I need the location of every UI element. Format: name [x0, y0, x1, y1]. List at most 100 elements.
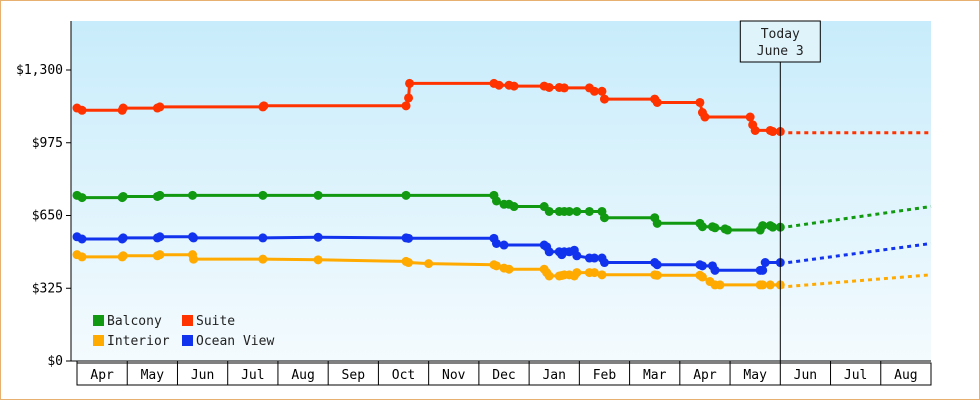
data-point: [758, 221, 768, 231]
legend-swatch: [182, 315, 193, 326]
month-label: Mar: [643, 368, 667, 383]
data-point: [155, 250, 165, 260]
legend-label: Interior: [107, 334, 170, 349]
data-point: [652, 270, 662, 280]
data-point: [589, 86, 599, 96]
data-point: [652, 260, 662, 270]
data-point: [599, 258, 609, 268]
data-point: [544, 271, 554, 281]
legend-label: Ocean View: [196, 334, 274, 349]
data-point: [118, 251, 128, 261]
data-point: [758, 265, 768, 275]
data-point: [760, 258, 770, 268]
data-point: [700, 112, 710, 122]
month-label: Aug: [894, 368, 917, 383]
data-point: [401, 190, 411, 200]
month-label: Apr: [90, 368, 114, 383]
data-point: [572, 206, 582, 216]
series-layer: [72, 78, 932, 290]
data-point: [589, 253, 599, 263]
data-point: [155, 232, 165, 242]
series-line: [76, 81, 781, 134]
data-point: [259, 101, 269, 111]
data-point: [584, 206, 594, 216]
data-point: [77, 234, 87, 244]
data-point: [424, 259, 434, 269]
month-label: Sep: [342, 368, 366, 383]
data-point: [758, 280, 768, 290]
data-point: [118, 103, 128, 113]
data-point: [258, 190, 268, 200]
legend-label: Balcony: [107, 314, 162, 329]
data-point: [697, 222, 707, 232]
month-band: [76, 362, 932, 386]
month-label: Jul: [241, 368, 264, 383]
legend: Balcony Suite Interior Ocean View: [93, 314, 274, 349]
data-point: [491, 261, 501, 271]
y-tick-label: $0: [47, 354, 63, 369]
data-point: [77, 193, 87, 203]
y-tick-label: $650: [32, 209, 63, 224]
data-point: [404, 233, 414, 243]
data-point: [491, 196, 501, 206]
data-point: [313, 232, 323, 242]
legend-swatch: [182, 335, 193, 346]
data-point: [499, 240, 509, 250]
month-label: Jul: [844, 368, 867, 383]
data-point: [589, 268, 599, 278]
data-point: [697, 272, 707, 282]
data-point: [401, 101, 411, 111]
month-label: Feb: [593, 368, 617, 383]
legend-swatch: [93, 315, 104, 326]
data-point: [258, 254, 268, 264]
axes: $0 $325 $650 $975 $1,300 Apr May Jun Jul Aug Sep Oc…: [16, 21, 932, 386]
data-point: [494, 80, 504, 90]
data-point: [745, 112, 755, 122]
data-point: [697, 261, 707, 271]
month-label: Nov: [442, 368, 466, 383]
month-label: Jan: [542, 368, 565, 383]
data-point: [189, 233, 199, 243]
data-point: [77, 105, 87, 115]
month-label: Oct: [392, 368, 415, 383]
data-point: [118, 233, 128, 243]
data-point: [564, 206, 574, 216]
y-tick-label: $1,300: [16, 63, 63, 78]
data-point: [313, 255, 323, 265]
data-point: [313, 190, 323, 200]
data-point: [504, 264, 514, 274]
today-callout: [739, 20, 821, 63]
legend-swatch: [93, 335, 104, 346]
data-point: [768, 222, 778, 232]
month-label: Jun: [191, 368, 214, 383]
data-point: [258, 233, 268, 243]
data-point: [599, 213, 609, 223]
data-point: [572, 268, 582, 278]
y-tick-label: $975: [32, 136, 63, 151]
data-point: [710, 265, 720, 275]
data-point: [597, 270, 607, 280]
data-point: [188, 190, 198, 200]
data-point: [559, 83, 569, 93]
data-point: [597, 86, 607, 96]
today-label: Today: [761, 27, 800, 42]
month-label: Aug: [291, 368, 314, 383]
data-point: [723, 225, 733, 235]
data-point: [189, 254, 199, 264]
legend-label: Suite: [196, 314, 235, 329]
data-point: [544, 82, 554, 92]
data-point: [599, 94, 609, 104]
data-point: [404, 93, 414, 103]
projection-line: [780, 205, 932, 230]
data-point: [509, 202, 519, 212]
month-label: May: [141, 368, 165, 383]
y-tick-label: $325: [32, 281, 63, 296]
data-point: [491, 238, 501, 248]
data-point: [118, 191, 128, 201]
data-point: [768, 127, 778, 137]
data-point: [405, 78, 415, 88]
month-label: Jun: [794, 368, 817, 383]
month-label: Dec: [492, 368, 515, 383]
data-point: [544, 247, 554, 257]
